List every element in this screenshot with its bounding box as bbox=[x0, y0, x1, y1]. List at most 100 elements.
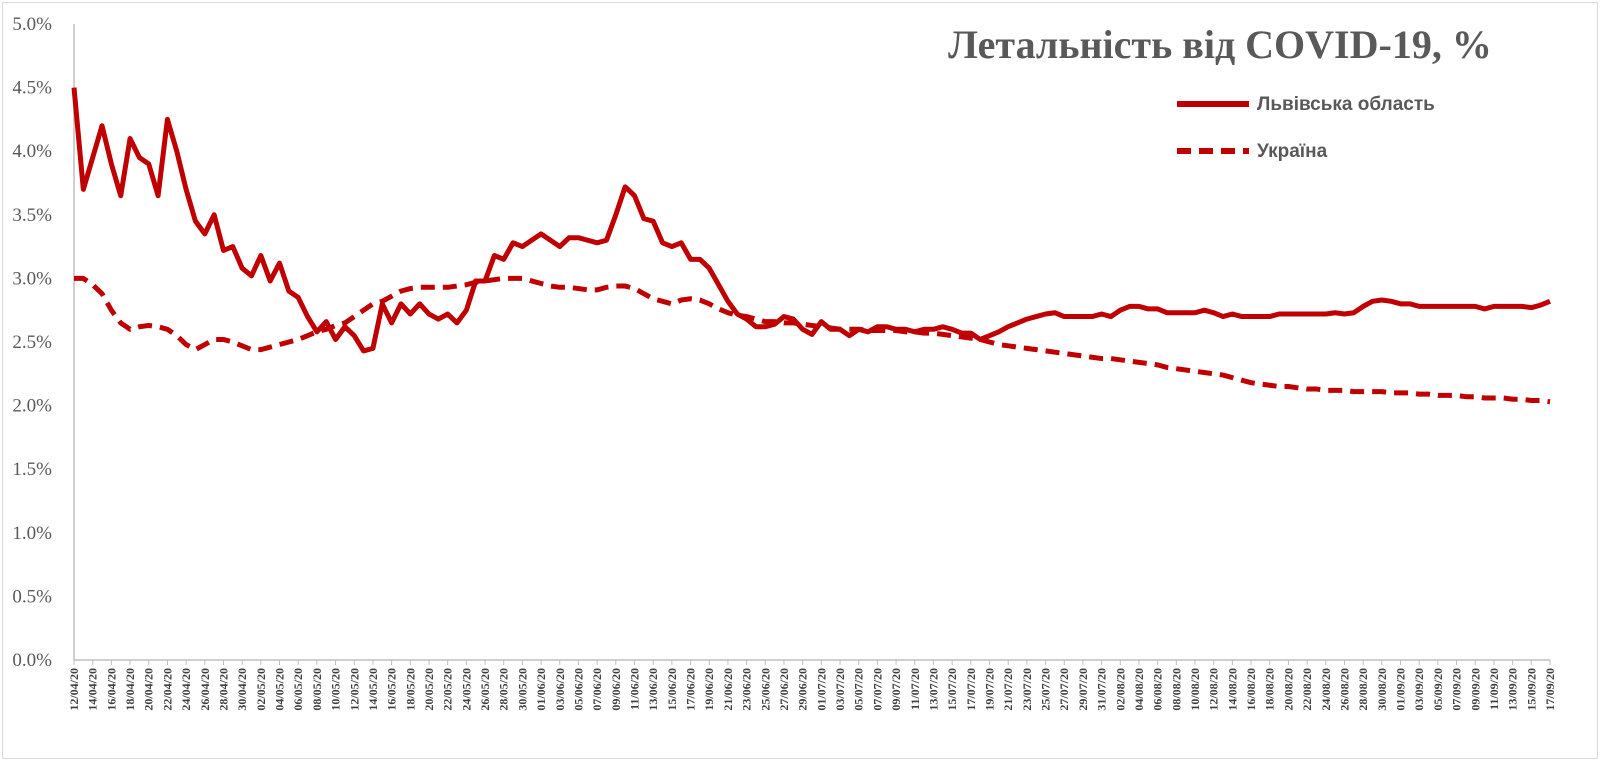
data-point bbox=[1363, 306, 1364, 307]
data-point bbox=[737, 314, 738, 315]
data-point bbox=[83, 189, 84, 190]
data-point bbox=[606, 240, 607, 241]
data-point bbox=[148, 163, 149, 164]
data-point bbox=[690, 259, 691, 260]
y-tick-label: 0.5% bbox=[12, 586, 52, 607]
data-point bbox=[1213, 373, 1214, 374]
x-tick-label: 29/06/20 bbox=[796, 668, 810, 711]
data-point bbox=[1269, 385, 1270, 386]
data-point bbox=[783, 316, 784, 317]
data-point bbox=[1400, 392, 1401, 393]
data-point bbox=[690, 298, 691, 299]
data-point bbox=[447, 287, 448, 288]
x-tick-label: 13/07/20 bbox=[926, 668, 940, 711]
x-tick-label: 04/05/20 bbox=[273, 668, 287, 711]
data-point bbox=[130, 138, 131, 139]
data-point bbox=[961, 336, 962, 337]
data-point bbox=[139, 157, 140, 158]
data-point bbox=[1372, 391, 1373, 392]
data-point bbox=[298, 297, 299, 298]
data-point bbox=[1550, 401, 1551, 402]
x-tick-label: 15/07/20 bbox=[945, 668, 959, 711]
data-point bbox=[1110, 316, 1111, 317]
legend-label-lviv: Львівська область bbox=[1257, 94, 1435, 115]
legend-label-ukraine: Україна bbox=[1257, 141, 1328, 162]
data-point bbox=[513, 242, 514, 243]
x-tick-label: 01/06/20 bbox=[534, 668, 548, 711]
data-point bbox=[783, 322, 784, 323]
data-point bbox=[699, 300, 700, 301]
data-point bbox=[307, 335, 308, 336]
x-tick-label: 09/06/20 bbox=[609, 668, 623, 711]
data-point bbox=[1195, 312, 1196, 313]
data-point bbox=[914, 331, 915, 332]
data-point bbox=[1045, 350, 1046, 351]
data-point bbox=[74, 87, 75, 88]
data-point bbox=[531, 240, 532, 241]
data-point bbox=[363, 310, 364, 311]
data-point bbox=[503, 259, 504, 260]
x-tick-label: 02/08/20 bbox=[1113, 668, 1127, 711]
x-tick-label: 03/09/20 bbox=[1412, 668, 1426, 711]
x-tick-label: 28/08/20 bbox=[1356, 668, 1370, 711]
data-point bbox=[933, 329, 934, 330]
data-point bbox=[466, 284, 467, 285]
data-point bbox=[1344, 314, 1345, 315]
data-point bbox=[886, 326, 887, 327]
data-point bbox=[727, 312, 728, 313]
data-point bbox=[1138, 306, 1139, 307]
x-tick-label: 07/06/20 bbox=[590, 668, 604, 711]
x-tick-label: 26/08/20 bbox=[1337, 668, 1351, 711]
data-point bbox=[270, 280, 271, 281]
data-point bbox=[1008, 345, 1009, 346]
data-point bbox=[1512, 306, 1513, 307]
x-tick-label: 09/09/20 bbox=[1468, 668, 1482, 711]
data-point bbox=[242, 345, 243, 346]
y-tick-label: 2.5% bbox=[12, 332, 52, 353]
data-point bbox=[326, 321, 327, 322]
data-point bbox=[877, 326, 878, 327]
data-point bbox=[1465, 306, 1466, 307]
data-point bbox=[1465, 396, 1466, 397]
data-point bbox=[335, 339, 336, 340]
data-point bbox=[868, 330, 869, 331]
data-point bbox=[1223, 375, 1224, 376]
data-point bbox=[699, 259, 700, 260]
x-tick-label: 21/06/20 bbox=[721, 668, 735, 711]
data-point bbox=[316, 331, 317, 332]
data-point bbox=[232, 246, 233, 247]
data-point bbox=[158, 326, 159, 327]
data-point bbox=[643, 218, 644, 219]
data-point bbox=[569, 287, 570, 288]
x-tick-label: 27/07/20 bbox=[1057, 668, 1071, 711]
data-point bbox=[204, 233, 205, 234]
x-tick-label: 07/09/20 bbox=[1450, 668, 1464, 711]
y-tick-label: 3.5% bbox=[12, 205, 52, 226]
data-point bbox=[793, 322, 794, 323]
data-point bbox=[812, 325, 813, 326]
data-point bbox=[1120, 310, 1121, 311]
data-point bbox=[681, 242, 682, 243]
data-point bbox=[1344, 390, 1345, 391]
data-point bbox=[1400, 303, 1401, 304]
data-point bbox=[503, 278, 504, 279]
data-point bbox=[1082, 355, 1083, 356]
data-point bbox=[466, 310, 467, 311]
x-tick-label: 22/05/20 bbox=[441, 668, 455, 711]
data-point bbox=[447, 314, 448, 315]
data-point bbox=[1054, 312, 1055, 313]
x-tick-label: 20/04/20 bbox=[142, 668, 156, 711]
x-tick-label: 03/07/20 bbox=[833, 668, 847, 711]
data-point bbox=[933, 333, 934, 334]
data-point bbox=[195, 221, 196, 222]
data-point bbox=[718, 308, 719, 309]
data-point bbox=[634, 288, 635, 289]
data-point bbox=[419, 303, 420, 304]
data-point bbox=[1475, 396, 1476, 397]
data-point bbox=[1241, 316, 1242, 317]
data-point bbox=[952, 335, 953, 336]
data-point bbox=[662, 301, 663, 302]
data-point bbox=[849, 329, 850, 330]
x-tick-label: 13/09/20 bbox=[1506, 668, 1520, 711]
